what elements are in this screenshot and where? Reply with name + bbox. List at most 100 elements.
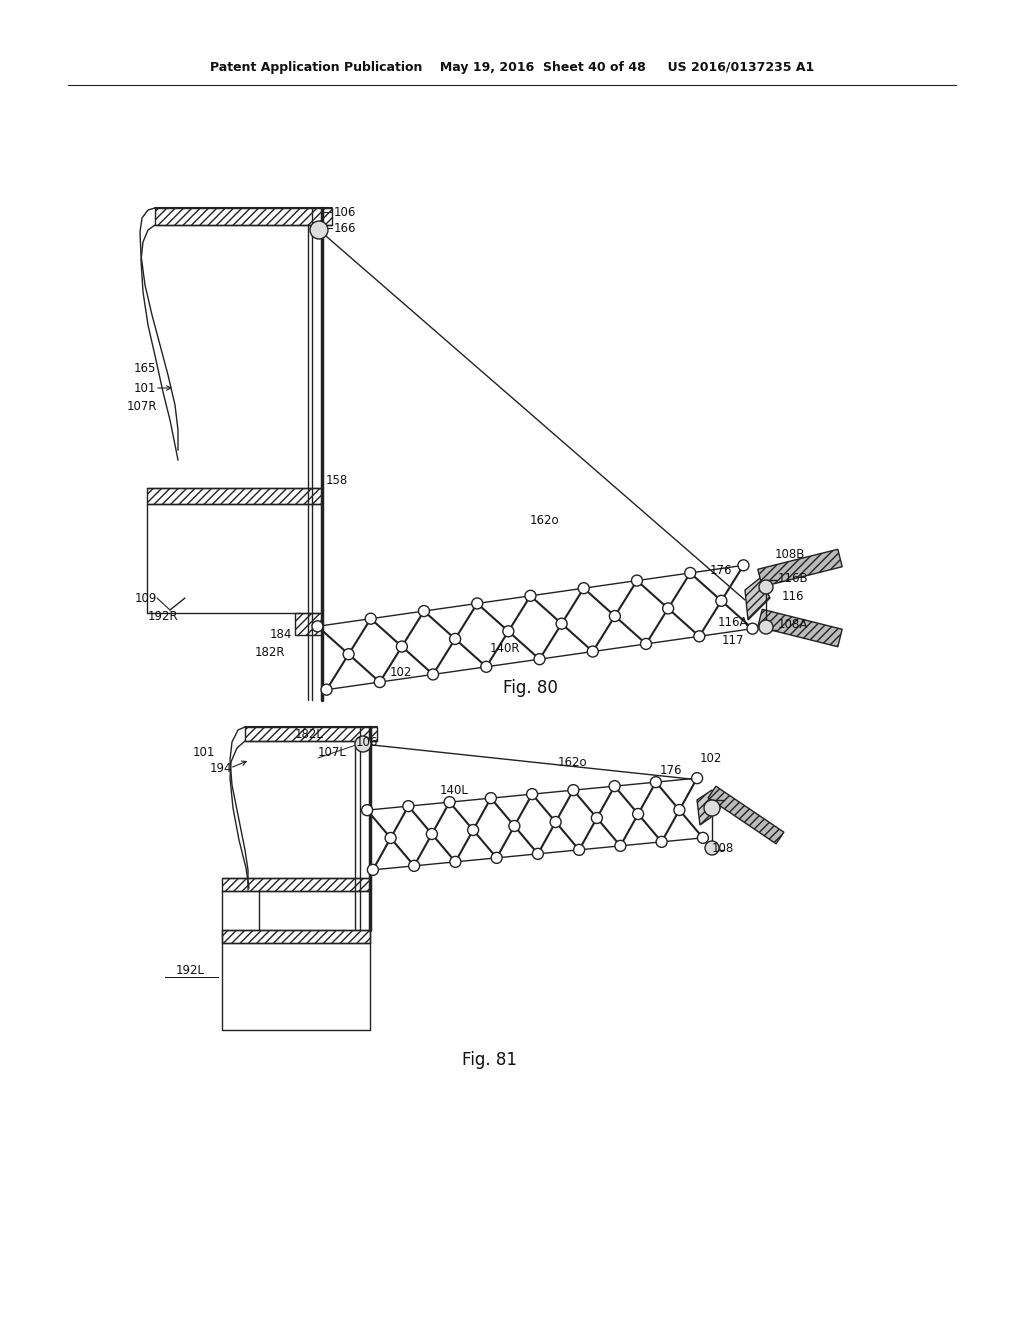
Circle shape xyxy=(481,661,492,672)
Circle shape xyxy=(632,576,642,586)
Circle shape xyxy=(525,590,536,602)
Circle shape xyxy=(697,833,709,843)
Circle shape xyxy=(685,568,695,578)
Polygon shape xyxy=(697,789,720,825)
Bar xyxy=(295,612,322,635)
Circle shape xyxy=(694,631,705,642)
Circle shape xyxy=(579,582,589,594)
Circle shape xyxy=(385,833,396,843)
Circle shape xyxy=(450,857,461,867)
Circle shape xyxy=(361,805,373,816)
Text: 184: 184 xyxy=(270,628,293,642)
Circle shape xyxy=(468,825,478,836)
Circle shape xyxy=(748,623,758,634)
Circle shape xyxy=(633,808,644,820)
Circle shape xyxy=(492,853,502,863)
Circle shape xyxy=(691,772,702,784)
Circle shape xyxy=(450,634,461,644)
Text: 106: 106 xyxy=(356,735,379,748)
Circle shape xyxy=(409,861,420,871)
Text: 162o: 162o xyxy=(530,513,560,527)
Circle shape xyxy=(402,801,414,812)
Circle shape xyxy=(509,821,520,832)
Text: 102: 102 xyxy=(390,665,413,678)
Circle shape xyxy=(485,792,497,804)
Circle shape xyxy=(535,653,545,665)
Text: Fig. 81: Fig. 81 xyxy=(463,1051,517,1069)
Circle shape xyxy=(759,620,773,634)
Text: 192L: 192L xyxy=(175,964,205,977)
Text: 108: 108 xyxy=(712,842,734,854)
Text: 176: 176 xyxy=(660,763,683,776)
Circle shape xyxy=(419,606,429,616)
Circle shape xyxy=(532,849,544,859)
Circle shape xyxy=(663,603,674,614)
Bar xyxy=(245,727,377,741)
Text: 140L: 140L xyxy=(440,784,469,796)
Text: Patent Application Publication    May 19, 2016  Sheet 40 of 48     US 2016/01372: Patent Application Publication May 19, 2… xyxy=(210,62,814,74)
Circle shape xyxy=(592,813,602,824)
Bar xyxy=(222,931,370,942)
Text: 166: 166 xyxy=(334,222,356,235)
Circle shape xyxy=(759,579,773,594)
Circle shape xyxy=(355,737,371,752)
Text: 176: 176 xyxy=(710,564,732,577)
Text: 107R: 107R xyxy=(127,400,158,412)
Text: 194: 194 xyxy=(210,762,232,775)
Text: 101: 101 xyxy=(193,746,215,759)
Circle shape xyxy=(368,865,379,875)
Circle shape xyxy=(396,642,408,652)
Text: 165: 165 xyxy=(134,362,157,375)
Text: Fig. 80: Fig. 80 xyxy=(503,678,557,697)
Circle shape xyxy=(716,595,727,606)
Text: 117: 117 xyxy=(722,635,744,648)
Text: 101: 101 xyxy=(134,381,157,395)
Text: 108A: 108A xyxy=(778,618,808,631)
Bar xyxy=(155,209,332,224)
Circle shape xyxy=(426,829,437,840)
Polygon shape xyxy=(758,610,842,647)
Circle shape xyxy=(573,845,585,855)
Text: 116A: 116A xyxy=(718,615,749,628)
Circle shape xyxy=(526,788,538,800)
Circle shape xyxy=(428,669,438,680)
Text: 182L: 182L xyxy=(295,729,324,742)
Polygon shape xyxy=(758,549,842,586)
Text: 106: 106 xyxy=(334,206,356,219)
Circle shape xyxy=(588,645,598,657)
Circle shape xyxy=(310,220,328,239)
Circle shape xyxy=(674,804,685,816)
Polygon shape xyxy=(708,787,784,843)
Circle shape xyxy=(550,817,561,828)
Circle shape xyxy=(609,780,621,792)
Circle shape xyxy=(312,620,323,632)
Circle shape xyxy=(366,614,376,624)
Circle shape xyxy=(609,611,621,622)
Text: 192R: 192R xyxy=(148,610,178,623)
Text: 109: 109 xyxy=(135,591,158,605)
Circle shape xyxy=(556,618,567,630)
Circle shape xyxy=(614,841,626,851)
Circle shape xyxy=(503,626,514,636)
Text: 140R: 140R xyxy=(490,642,520,655)
Circle shape xyxy=(705,841,719,855)
Circle shape xyxy=(641,639,651,649)
Circle shape xyxy=(568,784,579,796)
Text: 182R: 182R xyxy=(255,645,286,659)
Text: 108B: 108B xyxy=(775,549,805,561)
Bar xyxy=(147,488,322,504)
Text: 162o: 162o xyxy=(558,755,588,768)
Text: 107L: 107L xyxy=(318,746,347,759)
Circle shape xyxy=(375,677,385,688)
Circle shape xyxy=(738,560,749,570)
Text: 102: 102 xyxy=(700,751,722,764)
Text: 116B: 116B xyxy=(778,572,809,585)
Circle shape xyxy=(343,648,354,660)
Text: 116: 116 xyxy=(782,590,805,602)
Circle shape xyxy=(472,598,482,609)
Circle shape xyxy=(650,776,662,788)
Polygon shape xyxy=(745,578,770,620)
Circle shape xyxy=(322,684,332,696)
Circle shape xyxy=(444,797,455,808)
Circle shape xyxy=(656,837,668,847)
